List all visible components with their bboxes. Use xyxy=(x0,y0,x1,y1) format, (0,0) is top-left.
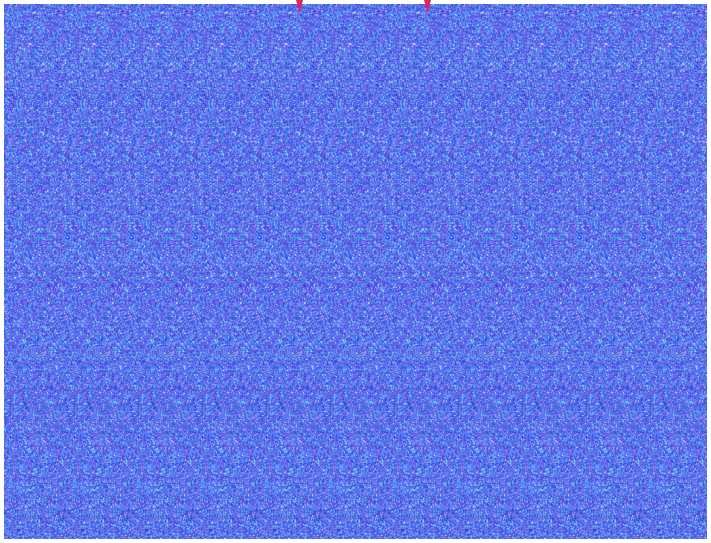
stereogram-canvas xyxy=(4,4,707,539)
stereogram-image xyxy=(4,4,707,539)
right-alignment-marker xyxy=(424,0,431,13)
left-alignment-marker xyxy=(296,0,303,13)
